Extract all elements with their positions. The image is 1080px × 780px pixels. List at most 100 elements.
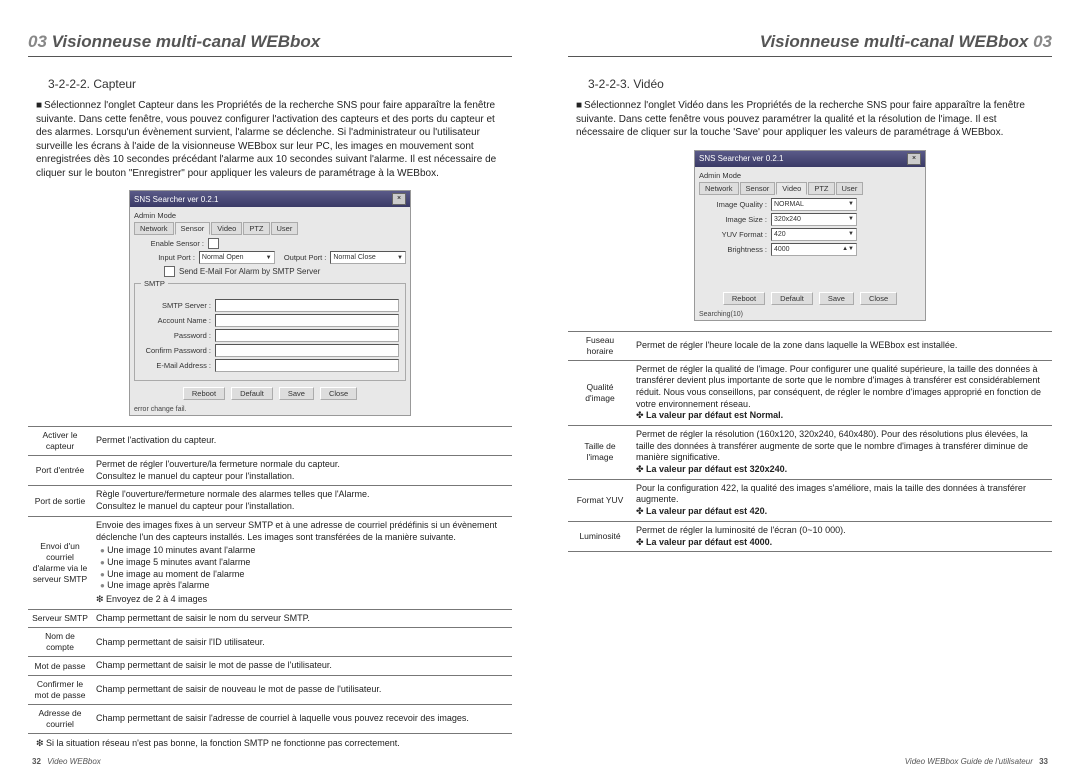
page-right: Visionneuse multi-canal WEBbox 03 3-2-2-… xyxy=(540,0,1080,780)
header-right: Visionneuse multi-canal WEBbox 03 xyxy=(568,32,1052,57)
table-key: Envoi d'un courriel d'alarme via le serv… xyxy=(28,516,92,609)
confirm-password-label: Confirm Password : xyxy=(141,346,211,355)
table-value: Permet l'activation du capteur. xyxy=(92,427,512,456)
table-value: Champ permettant de saisir de nouveau le… xyxy=(92,676,512,705)
yuv-format-dropdown[interactable]: 420▼ xyxy=(771,228,857,241)
smtp-group-title: SMTP xyxy=(141,279,168,288)
page-number-right: 33 xyxy=(1039,757,1048,766)
account-name-field[interactable] xyxy=(215,314,399,327)
enable-sensor-label: Enable Sensor : xyxy=(134,239,204,248)
footer-text-left: Video WEBbox xyxy=(47,757,101,766)
screenshot-video-dialog: SNS Searcher ver 0.2.1 × Admin Mode Netw… xyxy=(694,150,926,321)
close-icon[interactable]: × xyxy=(907,153,921,165)
tab-ptz[interactable]: PTZ xyxy=(808,182,834,195)
tab-sensor[interactable]: Sensor xyxy=(740,182,776,195)
save-button[interactable]: Save xyxy=(279,387,314,400)
smtp-groupbox: SMTP SMTP Server : Account Name : Passwo… xyxy=(134,283,406,381)
dialog-buttons-right: Reboot Default Save Close xyxy=(699,292,921,305)
screenshot-sensor-dialog: SNS Searcher ver 0.2.1 × Admin Mode Netw… xyxy=(129,190,411,416)
dialog-buttons: Reboot Default Save Close xyxy=(134,387,406,400)
tab-network[interactable]: Network xyxy=(699,182,739,195)
default-button[interactable]: Default xyxy=(771,292,813,305)
close-button[interactable]: Close xyxy=(860,292,897,305)
table-key: Confirmer le mot de passe xyxy=(28,676,92,705)
admin-mode-label: Admin Mode xyxy=(134,211,406,220)
close-button[interactable]: Close xyxy=(320,387,357,400)
table-value: Champ permettant de saisir l'ID utilisat… xyxy=(92,628,512,657)
table-key: Luminosité xyxy=(568,521,632,551)
dialog-titlebar-right: SNS Searcher ver 0.2.1 × xyxy=(695,151,925,167)
header-left-num: 03 xyxy=(28,32,47,51)
table-key: Port de sortie xyxy=(28,486,92,516)
email-address-label: E-Mail Address : xyxy=(141,361,211,370)
close-icon[interactable]: × xyxy=(392,193,406,205)
output-port-dropdown[interactable]: Normal Close▼ xyxy=(330,251,406,264)
status-line: error change fail. xyxy=(130,404,410,415)
input-port-dropdown[interactable]: Normal Open▼ xyxy=(199,251,275,264)
table-value: Permet de régler l'heure locale de la zo… xyxy=(632,331,1052,360)
reboot-button[interactable]: Reboot xyxy=(183,387,225,400)
admin-mode-label-right: Admin Mode xyxy=(699,171,921,180)
page-number-left: 32 xyxy=(32,757,41,766)
table-key: Activer le capteur xyxy=(28,427,92,456)
table-key: Format YUV xyxy=(568,479,632,521)
footer-left: 32 Video WEBbox xyxy=(28,757,101,766)
confirm-password-field[interactable] xyxy=(215,344,399,357)
send-email-checkbox[interactable] xyxy=(164,266,175,277)
dialog-title-right: SNS Searcher ver 0.2.1 xyxy=(699,154,783,163)
smtp-server-field[interactable] xyxy=(215,299,399,312)
image-quality-dropdown[interactable]: NORMAL▼ xyxy=(771,198,857,211)
header-left: 03 Visionneuse multi-canal WEBbox xyxy=(28,32,512,57)
image-size-dropdown[interactable]: 320x240▼ xyxy=(771,213,857,226)
table-value: Pour la configuration 422, la qualité de… xyxy=(632,479,1052,521)
header-left-title: Visionneuse multi-canal WEBbox xyxy=(52,32,321,51)
tabs-row: Network Sensor Video PTZ User xyxy=(134,222,406,235)
email-address-field[interactable] xyxy=(215,359,399,372)
table-key: Mot de passe xyxy=(28,657,92,676)
tab-video[interactable]: Video xyxy=(211,222,242,235)
table-key: Adresse de courriel xyxy=(28,705,92,734)
page-left: 03 Visionneuse multi-canal WEBbox 3-2-2-… xyxy=(0,0,540,780)
output-port-label: Output Port : xyxy=(279,253,327,262)
definitions-table-left: Activer le capteurPermet l'activation du… xyxy=(28,426,512,734)
status-line-right: Searching(10) xyxy=(695,309,925,320)
table-value: Envoie des images fixes à un serveur SMT… xyxy=(92,516,512,609)
dialog-title: SNS Searcher ver 0.2.1 xyxy=(134,195,218,204)
brightness-field[interactable]: 4000▲▼ xyxy=(771,243,857,256)
account-name-label: Account Name : xyxy=(141,316,211,325)
tab-network[interactable]: Network xyxy=(134,222,174,235)
section-title-right: 3-2-2-3. Vidéo xyxy=(588,77,1052,91)
default-button[interactable]: Default xyxy=(231,387,273,400)
save-button[interactable]: Save xyxy=(819,292,854,305)
intro-left: ■Sélectionnez l'onglet Capteur dans les … xyxy=(36,99,504,180)
manual-spread: 03 Visionneuse multi-canal WEBbox 3-2-2-… xyxy=(0,0,1080,780)
table-value: Champ permettant de saisir l'adresse de … xyxy=(92,705,512,734)
footer-text-right: Video WEBbox Guide de l'utilisateur xyxy=(905,757,1033,766)
smtp-server-label: SMTP Server : xyxy=(141,301,211,310)
enable-sensor-checkbox[interactable] xyxy=(208,238,219,249)
section-title-left: 3-2-2-2. Capteur xyxy=(48,77,512,91)
brightness-label: Brightness : xyxy=(699,245,767,254)
tab-video[interactable]: Video xyxy=(776,182,807,195)
footer-right: Video WEBbox Guide de l'utilisateur 33 xyxy=(905,757,1052,766)
tab-user[interactable]: User xyxy=(836,182,864,195)
intro-right: ■Sélectionnez l'onglet Vidéo dans les Pr… xyxy=(576,99,1044,140)
header-right-num: 03 xyxy=(1033,32,1052,51)
table-key: Taille de l'image xyxy=(568,426,632,480)
image-size-label: Image Size : xyxy=(699,215,767,224)
table-key: Serveur SMTP xyxy=(28,609,92,628)
password-field[interactable] xyxy=(215,329,399,342)
definitions-table-right: Fuseau horairePermet de régler l'heure l… xyxy=(568,331,1052,553)
tab-user[interactable]: User xyxy=(271,222,299,235)
reboot-button[interactable]: Reboot xyxy=(723,292,765,305)
table-key: Nom de compte xyxy=(28,628,92,657)
table-value: Règle l'ouverture/fermeture normale des … xyxy=(92,486,512,516)
table-key: Qualité d'image xyxy=(568,360,632,425)
table-value: Permet de régler l'ouverture/la fermetur… xyxy=(92,456,512,486)
image-quality-label: Image Quality : xyxy=(699,200,767,209)
footnote-left: ❇ Si la situation réseau n'est pas bonne… xyxy=(36,738,504,749)
tab-sensor[interactable]: Sensor xyxy=(175,222,211,235)
table-value: Permet de régler la luminosité de l'écra… xyxy=(632,521,1052,551)
send-email-label: Send E-Mail For Alarm by SMTP Server xyxy=(179,267,320,276)
tab-ptz[interactable]: PTZ xyxy=(243,222,269,235)
